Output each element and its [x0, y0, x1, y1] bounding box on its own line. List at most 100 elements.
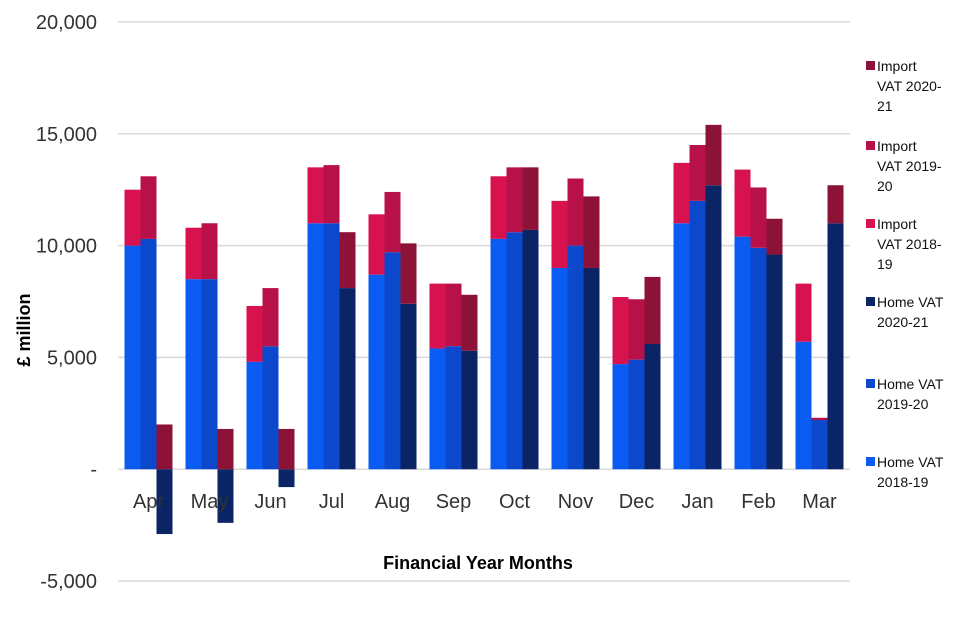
bar-home-vat	[307, 223, 324, 470]
bar-home-vat	[201, 279, 218, 470]
legend-swatch	[866, 379, 875, 388]
bar-import-vat	[689, 144, 706, 201]
bar-import-vat	[612, 297, 629, 365]
bar-import-vat	[339, 232, 356, 289]
bar-home-vat	[766, 254, 783, 470]
bar-import-vat	[506, 167, 523, 233]
bar-home-vat	[461, 350, 478, 470]
bar-home-vat	[429, 348, 446, 470]
legend-label-line: Import	[877, 58, 917, 74]
bar-home-vat	[278, 469, 295, 488]
bar-import-vat	[628, 299, 645, 360]
bar-home-vat	[445, 346, 462, 470]
bar-home-vat	[400, 303, 417, 470]
bar-import-vat	[461, 294, 478, 351]
bar-import-vat	[201, 223, 218, 280]
bar-import-vat	[156, 424, 173, 470]
bar-home-vat	[750, 247, 767, 470]
bar-import-vat	[522, 167, 539, 230]
bar-home-vat	[185, 279, 202, 470]
legend-label: Home VAT 2018-19	[877, 454, 944, 490]
bar-import-vat	[124, 189, 141, 246]
legend-label-line: 20	[877, 178, 893, 194]
bar-home-vat	[490, 238, 507, 470]
x-tick-label: Apr	[133, 491, 164, 513]
bar-home-vat	[811, 420, 828, 470]
bar-import-vat	[217, 428, 234, 470]
bar-import-vat	[262, 288, 279, 347]
bar-home-vat	[368, 274, 385, 470]
legend-label-line: 2018-19	[877, 474, 929, 490]
bar-import-vat	[278, 428, 295, 470]
bar-import-vat	[445, 283, 462, 347]
bar-home-vat	[689, 200, 706, 470]
x-tick-label: Aug	[375, 491, 411, 513]
bar-import-vat	[307, 167, 324, 224]
bar-home-vat	[384, 252, 401, 470]
y-tick-label: 10,000	[36, 236, 97, 258]
legend-swatch	[866, 61, 875, 70]
legend-label-line: Import	[877, 216, 917, 232]
legend-label-line: Home VAT	[877, 294, 944, 310]
bar-import-vat	[429, 283, 446, 349]
legend-label: Import VAT 2018- 19	[877, 216, 942, 272]
bar-import-vat	[400, 243, 417, 304]
bar-home-vat	[567, 245, 584, 470]
legend-label: Home VAT 2019-20	[877, 376, 944, 412]
y-axis-title: £ million	[14, 293, 34, 366]
x-tick-label: Oct	[499, 491, 531, 513]
x-tick-label: Mar	[802, 491, 837, 513]
bar-home-vat	[522, 229, 539, 470]
legend-swatch	[866, 219, 875, 228]
x-tick-label: Jul	[319, 491, 345, 513]
bar-import-vat	[246, 305, 263, 362]
bar-home-vat	[262, 346, 279, 470]
x-tick-label: Jun	[254, 491, 286, 513]
bar-home-vat	[705, 185, 722, 470]
bar-import-vat	[583, 196, 600, 268]
bar-home-vat	[612, 364, 629, 470]
legend-label: Import VAT 2019- 20	[877, 138, 942, 194]
gridlines	[118, 21, 850, 582]
bar-home-vat	[506, 232, 523, 470]
bar-import-vat	[734, 169, 751, 237]
legend-label-line: 2020-21	[877, 314, 929, 330]
bar-home-vat	[156, 469, 173, 535]
bar-home-vat	[140, 238, 157, 470]
bar-import-vat	[368, 214, 385, 275]
legend-label-line: 21	[877, 98, 893, 114]
bar-home-vat	[217, 469, 234, 523]
legend-label-line: VAT 2018-	[877, 236, 942, 252]
x-tick-label: Feb	[741, 491, 775, 513]
legend-label-line: Home VAT	[877, 376, 944, 392]
bar-import-vat	[551, 200, 568, 268]
x-axis-title: Financial Year Months	[383, 553, 573, 573]
legend-swatch	[866, 297, 875, 306]
y-tick-label: 5,000	[47, 347, 97, 369]
bar-import-vat	[750, 187, 767, 248]
bar-import-vat	[567, 178, 584, 246]
bar-home-vat	[246, 361, 263, 470]
y-tick-label: -5,000	[40, 571, 97, 593]
bar-home-vat	[323, 223, 340, 470]
legend: Import VAT 2020- 21 Import VAT 2019- 20 Import…	[866, 58, 944, 490]
legend-label: Home VAT 2020-21	[877, 294, 944, 330]
bar-import-vat	[490, 176, 507, 239]
x-axis-ticks: Apr May Jun Jul Aug Sep Oct Nov Dec Jan Feb Mar	[133, 491, 837, 513]
legend-label-line: VAT 2020-	[877, 78, 942, 94]
bar-import-vat	[185, 227, 202, 280]
x-tick-label: May	[191, 491, 229, 513]
legend-label-line: 19	[877, 256, 893, 272]
bar-import-vat	[673, 162, 690, 224]
legend-label: Import VAT 2020- 21	[877, 58, 942, 114]
bar-home-vat	[628, 359, 645, 470]
legend-label-line: VAT 2019-	[877, 158, 942, 174]
bar-import-vat	[766, 218, 783, 255]
bar-home-vat	[734, 236, 751, 470]
legend-swatch	[866, 457, 875, 466]
bar-home-vat	[339, 288, 356, 470]
y-tick-label: 20,000	[36, 12, 97, 34]
legend-label-line: 2019-20	[877, 396, 929, 412]
